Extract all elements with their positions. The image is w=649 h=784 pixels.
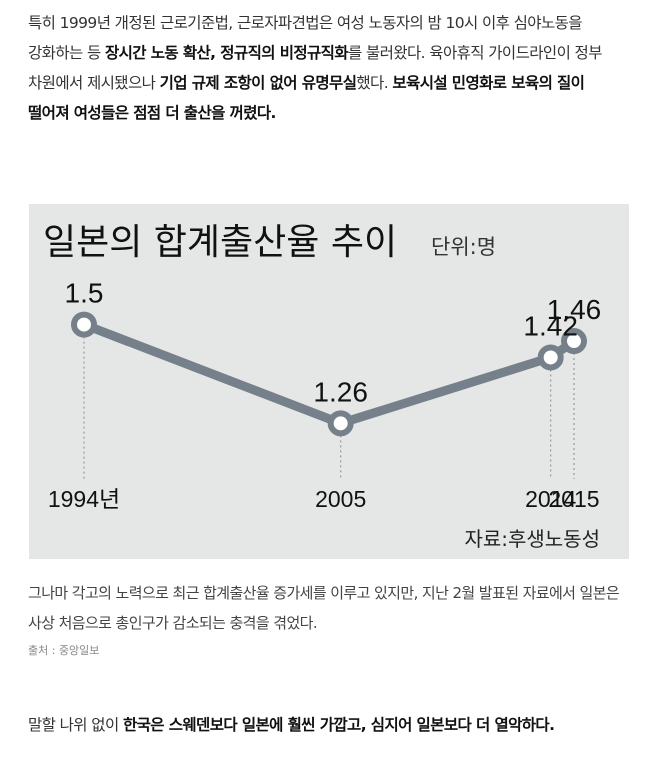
chart-title: 일본의 합계출산율 추이: [43, 222, 397, 263]
fertility-rate-chart: 일본의 합계출산율 추이 단위:명 1.5 1.26 1.42 1.46 1994년 2…: [29, 204, 629, 559]
series-line: [79, 320, 579, 428]
x-tick-label: 2014: [525, 486, 576, 512]
data-point: [561, 328, 587, 355]
intro-bold-2: 기업 규제 조항이 없어 유명무실: [159, 74, 357, 92]
chart-source: 자료:후생노동성: [464, 527, 600, 551]
chart-points: [71, 311, 587, 437]
value-label: 1.5: [65, 278, 104, 309]
conclusion-bold-1: 한국은 스웨덴보다 일본에 훨씬 가깝고, 심지어 일본보다 더 열악하다.: [122, 716, 555, 734]
intro-bold-3: 보육시설 민영화로 보육의 질이 떨어져 여성들은 점점 더 출산을 꺼렸다.: [28, 74, 585, 122]
data-point: [71, 311, 97, 338]
follow-paragraph: 그나마 각고의 노력으로 최근 합계출산율 증가세를 이루고 있지만, 지난 2…: [28, 584, 620, 632]
intro-text-1: 특히 1999년 개정된 근로기준법, 근로자파견법은 여성 노동자의 밤 10…: [28, 14, 583, 62]
value-label: 1.42: [523, 310, 578, 341]
intro-text-2: 를 불러왔다. 육아휴직 가이드라인이 정부 차원에서 제시됐으나: [28, 44, 602, 92]
chart-guide-lines: [83, 336, 575, 479]
intro-bold-1: 장시간 노동 확산, 정규직의 비정규직화: [104, 44, 349, 62]
chart-svg: 일본의 합계출산율 추이 단위:명 1.5 1.26 1.421.46 1994년 2…: [43, 222, 602, 551]
value-label: 1.26: [313, 376, 368, 407]
conclusion-paragraph: 말할 나위 없이 한국은 스웨덴보다 일본에 훨씬 가깝고, 심지어 일본보다 …: [28, 710, 624, 740]
conclusion-text-1: 말할 나위 없이: [28, 716, 123, 734]
intro-text-3: 했다.: [356, 74, 393, 92]
data-point: [327, 410, 354, 437]
chart-unit: 단위:명: [431, 235, 496, 259]
value-label: 1.46: [547, 294, 602, 325]
x-tick-label: 2005: [315, 486, 366, 512]
chart-value-labels: 1.5 1.26 1.421.46: [65, 278, 602, 408]
source-caption: 출처 : 중앙일보: [28, 644, 100, 657]
intro-paragraph: 특히 1999년 개정된 근로기준법, 근로자파견법은 여성 노동자의 밤 10…: [28, 8, 624, 128]
x-tick-label: 2015: [548, 486, 599, 512]
x-tick-label: 1994년: [48, 486, 120, 512]
data-point: [537, 344, 564, 371]
